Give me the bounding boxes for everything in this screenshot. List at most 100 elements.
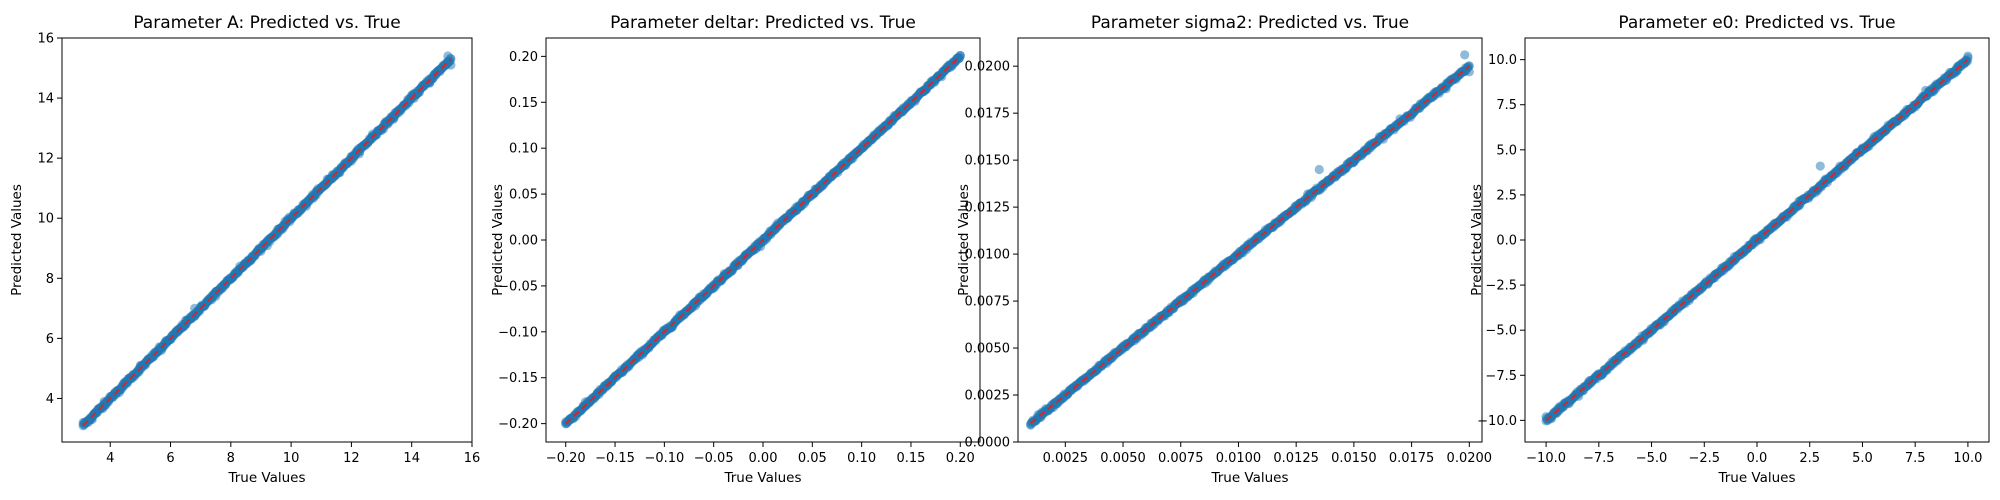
x-tick-label: 0.0025 xyxy=(1043,451,1089,466)
scatter-point xyxy=(1464,67,1474,77)
y-tick-label: 0.10 xyxy=(509,142,538,157)
y-axis-label: Predicted Values xyxy=(490,184,506,296)
scatter-point xyxy=(389,114,399,124)
y-tick-label: 0.0175 xyxy=(965,107,1011,122)
scatter-point xyxy=(1921,85,1931,95)
panel-parameter-a: Parameter A: Predicted vs. True True Val… xyxy=(9,13,480,486)
axes-frame xyxy=(1017,37,1483,443)
y-tick-label: 0.0 xyxy=(1496,234,1517,249)
scatter-point xyxy=(1710,273,1720,283)
scatter-point xyxy=(1794,201,1804,211)
x-tick-label: −0.15 xyxy=(595,451,635,466)
scatter-point xyxy=(322,174,332,184)
x-tick-label: 0.0100 xyxy=(1216,451,1262,466)
reference-line-y-equals-x xyxy=(1545,58,1969,422)
x-tick-label: −10.0 xyxy=(1526,451,1566,466)
y-tick-label: 10 xyxy=(37,212,54,227)
y-tick-label: 0.0200 xyxy=(965,60,1011,75)
x-tick-label: −7.5 xyxy=(1583,451,1615,466)
panel-parameter-e0: Parameter e0: Predicted vs. True True Va… xyxy=(1469,13,1990,486)
x-tick-label: 16 xyxy=(464,451,481,466)
x-tick-label: 0.0125 xyxy=(1273,451,1319,466)
scatter-point xyxy=(1349,157,1359,167)
y-axis-label: Predicted Values xyxy=(1469,184,1485,296)
y-tick-label: 7.5 xyxy=(1496,98,1517,113)
y-tick-label: −0.10 xyxy=(498,325,538,340)
chart-title: Parameter A: Predicted vs. True xyxy=(133,13,400,33)
y-tick-label: 8 xyxy=(46,272,54,287)
x-tick-label: 0.10 xyxy=(847,451,876,466)
scatter-point xyxy=(99,396,109,407)
x-tick-label: −2.5 xyxy=(1688,451,1720,466)
scatter-point xyxy=(955,50,965,61)
y-tick-label: 2.5 xyxy=(1496,188,1517,203)
scatter-point xyxy=(135,360,145,371)
y-tick-label: −7.5 xyxy=(1485,369,1517,384)
scatter-point xyxy=(1583,377,1593,388)
y-axis-label: Predicted Values xyxy=(9,184,25,296)
y-tick-label: −2.5 xyxy=(1485,279,1517,294)
y-tick-label: 0.0100 xyxy=(965,248,1011,263)
x-axis-label: True Values xyxy=(1210,470,1288,486)
x-tick-label: −0.10 xyxy=(644,451,684,466)
scatter-point xyxy=(1963,51,1973,61)
scatter-points xyxy=(78,51,456,431)
scatter-point xyxy=(211,291,221,301)
y-tick-label: 12 xyxy=(37,152,54,167)
scatter-point xyxy=(1026,420,1036,430)
x-axis-label: True Values xyxy=(227,470,305,486)
scatter-point xyxy=(156,345,167,355)
panel-parameter-sigma2: Parameter sigma2: Predicted vs. True Tru… xyxy=(956,13,1492,486)
scatter-point xyxy=(1815,161,1825,171)
scatter-point xyxy=(446,60,456,70)
y-tick-label: −0.20 xyxy=(498,417,538,432)
scatter-point xyxy=(1857,143,1868,153)
x-tick-label: 0.05 xyxy=(798,451,827,466)
x-tick-label: 0.20 xyxy=(946,451,975,466)
scatter-point xyxy=(1210,266,1220,276)
y-tick-label: 0.0075 xyxy=(965,295,1011,310)
scatter-point xyxy=(1118,341,1128,351)
y-tick-label: 0.0125 xyxy=(965,201,1011,216)
scatter-point xyxy=(256,246,266,256)
chart-title: Parameter deltar: Predicted vs. True xyxy=(610,13,916,33)
x-axis-label: True Values xyxy=(1717,470,1795,486)
scatter-point xyxy=(1552,408,1562,418)
scatter-point xyxy=(1164,307,1174,317)
x-tick-label: 4 xyxy=(106,451,114,466)
y-tick-label: −0.05 xyxy=(498,279,538,294)
y-tick-label: 5.0 xyxy=(1496,143,1517,158)
scatter-point xyxy=(1668,305,1678,315)
scatter-point xyxy=(1314,164,1324,175)
scatter-point xyxy=(367,129,378,139)
x-tick-label: 5.0 xyxy=(1852,451,1873,466)
scatter-point xyxy=(114,387,124,398)
x-tick-label: 0.0175 xyxy=(1389,451,1435,466)
x-tick-label: 0.0075 xyxy=(1158,451,1204,466)
y-tick-label: 10.0 xyxy=(1488,53,1517,68)
x-tick-label: 14 xyxy=(403,451,420,466)
x-tick-label: 0.0050 xyxy=(1100,451,1146,466)
y-tick-label: 14 xyxy=(37,92,54,107)
scatter-point xyxy=(181,315,191,325)
x-tick-label: −0.05 xyxy=(694,451,734,466)
y-tick-label: 6 xyxy=(46,332,54,347)
x-tick-label: 7.5 xyxy=(1905,451,1926,466)
scatter-point xyxy=(235,261,245,271)
x-tick-label: 12 xyxy=(343,451,360,466)
x-tick-label: 10.0 xyxy=(1953,451,1982,466)
x-tick-label: 0.15 xyxy=(896,451,925,466)
y-tick-label: 0.05 xyxy=(509,188,538,203)
scatter-point xyxy=(190,303,200,313)
x-tick-label: 0.0200 xyxy=(1447,451,1493,466)
x-tick-label: −0.20 xyxy=(546,451,586,466)
y-tick-label: 0.0050 xyxy=(965,342,1011,357)
scatter-point xyxy=(78,417,88,428)
y-tick-label: 16 xyxy=(37,32,54,47)
y-tick-label: 0.0025 xyxy=(965,389,1011,404)
reference-line-y-equals-x xyxy=(82,58,452,427)
scatter-point xyxy=(1460,50,1470,60)
y-tick-label: 4 xyxy=(46,392,54,407)
scatter-point xyxy=(1952,65,1962,76)
